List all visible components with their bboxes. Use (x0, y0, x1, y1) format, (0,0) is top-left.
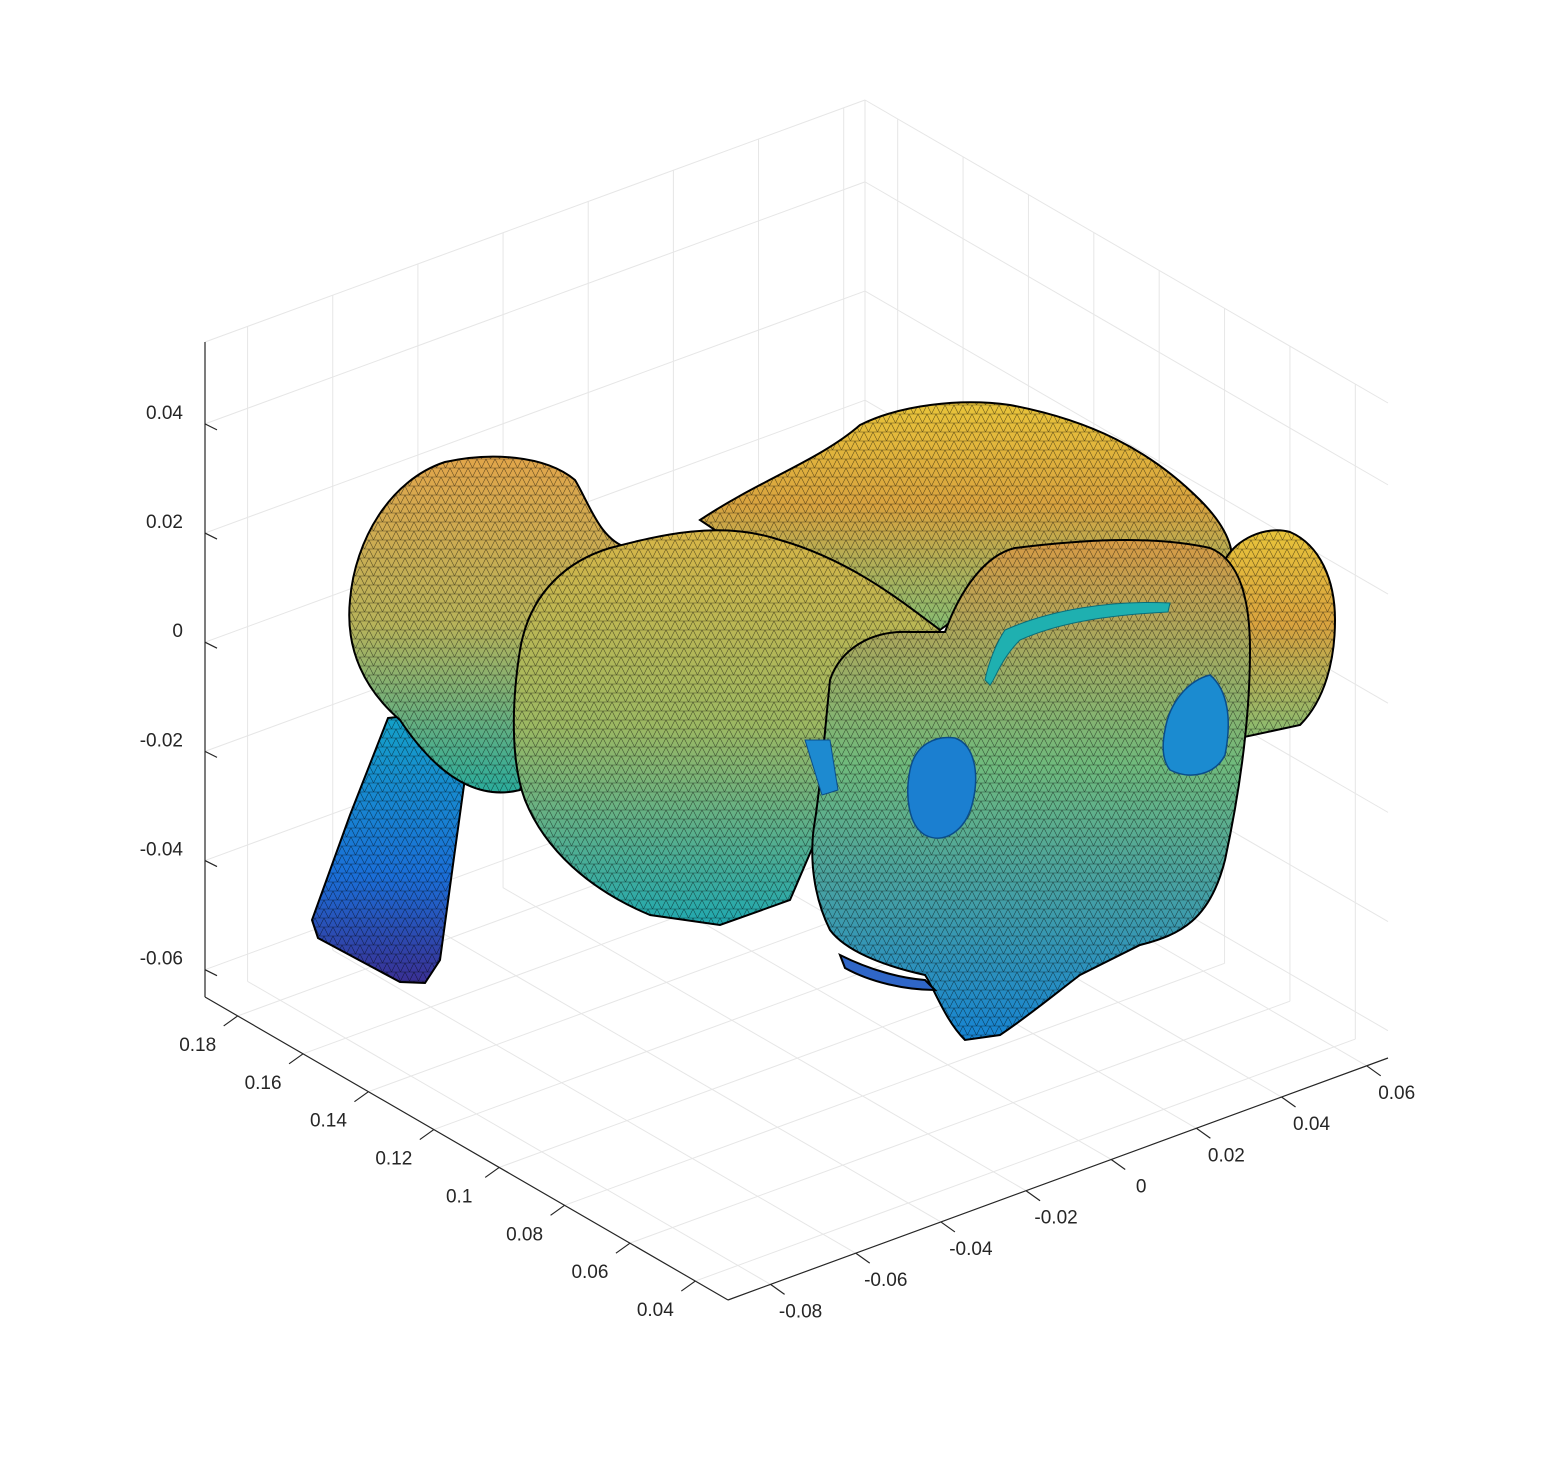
grid-line-y (695, 1038, 1356, 1282)
y-tick (550, 1204, 565, 1216)
z-tick-label: -0.06 (140, 949, 183, 970)
y-axis-line (204, 996, 729, 1301)
x-tick-label: -0.06 (864, 1270, 907, 1291)
eye-left-surface (907, 736, 977, 839)
x-tick (1025, 1190, 1041, 1202)
mesh-surface (310, 401, 1337, 1042)
z-tick-label: -0.04 (140, 840, 184, 861)
brow-stripe-surface (984, 602, 1171, 686)
grid-line-x (502, 887, 1027, 1192)
y-tick (223, 1015, 239, 1027)
z-tick-label: -0.02 (140, 730, 183, 751)
grid-line-z (204, 290, 866, 534)
grid-line-x (247, 980, 771, 1285)
x-tick (1196, 1127, 1211, 1139)
x-tick-label: 0.02 (1208, 1145, 1245, 1166)
z-tick (204, 423, 218, 431)
y-tick (680, 1280, 696, 1292)
grid-line-z (204, 181, 866, 425)
box-edge (204, 99, 866, 343)
z-tick (204, 750, 218, 758)
x-tick-label: -0.04 (949, 1239, 993, 1260)
x-tick (1281, 1096, 1296, 1108)
x-tick-label: 0.04 (1293, 1114, 1330, 1135)
x-tick (1366, 1065, 1382, 1077)
y-tick (419, 1129, 435, 1141)
y-tick-label: 0.16 (245, 1073, 282, 1094)
y-tick-label: 0.18 (179, 1035, 216, 1056)
grid-line-x (417, 918, 942, 1223)
z-tick (204, 641, 218, 649)
z-tick-label: 0.02 (146, 512, 183, 533)
y-tick-label: 0.08 (506, 1224, 543, 1245)
z-tick-label: 0 (172, 621, 183, 642)
x-tick (1110, 1158, 1126, 1170)
x-axis-line (727, 1057, 1389, 1301)
x-tick-label: 0.06 (1378, 1083, 1415, 1104)
x-tick (940, 1221, 956, 1233)
z-tick (204, 969, 218, 977)
z-tick-label: 0.04 (146, 403, 183, 424)
side-patch-surface (804, 739, 839, 796)
y-tick (615, 1242, 631, 1254)
x-tick (855, 1252, 871, 1264)
grid-line-y (629, 1000, 1291, 1244)
x-tick (770, 1283, 785, 1295)
grid-line-z (864, 181, 1389, 486)
y-tick (354, 1091, 369, 1103)
x-tick-label: 0 (1136, 1176, 1147, 1197)
y-tick-label: 0.04 (637, 1300, 674, 1321)
y-tick-label: 0.06 (571, 1262, 608, 1283)
y-tick (288, 1053, 304, 1065)
y-tick (484, 1166, 500, 1178)
z-tick (204, 532, 218, 540)
grid-line-y (564, 962, 1225, 1206)
underside-surface (838, 952, 938, 992)
eye-right-surface (1162, 674, 1229, 776)
y-tick-label: 0.12 (375, 1149, 412, 1170)
x-tick-label: -0.02 (1034, 1208, 1077, 1229)
axes: -0.08 -0.06 -0.04 -0.02 0 0.02 0.04 0.06 0.04 0.0… (140, 342, 1415, 1322)
box-edge (864, 99, 1389, 404)
y-tick-label: 0.14 (310, 1111, 347, 1132)
x-tick-label: -0.08 (779, 1301, 822, 1322)
y-tick-label: 0.1 (446, 1186, 472, 1207)
z-tick (204, 860, 218, 868)
grid-line-x (332, 949, 856, 1254)
